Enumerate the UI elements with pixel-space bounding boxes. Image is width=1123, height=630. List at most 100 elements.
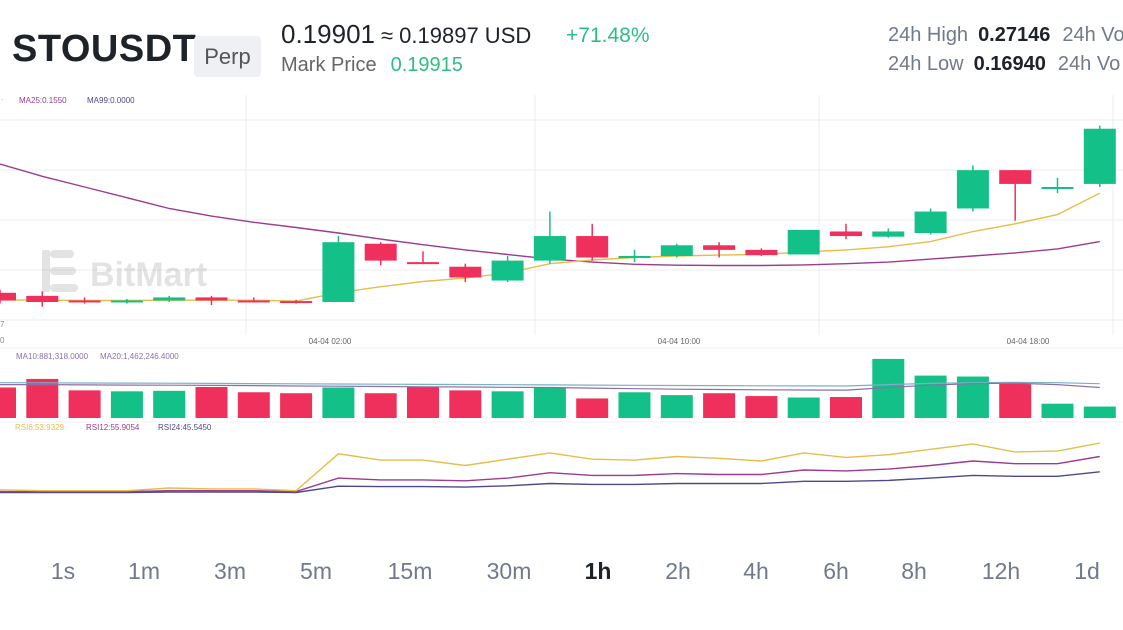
timeframe-selector: 1s 1m 3m 5m 15m 30m 1h 2h 4h 6h 8h 12h 1d (0, 550, 1123, 596)
low-value: 0.16940 (973, 53, 1046, 75)
candle-body-14 (576, 236, 609, 258)
timeframe-2h[interactable]: 2h (665, 558, 691, 584)
volume-bar-8 (322, 387, 355, 418)
volume-bar-24 (999, 383, 1032, 418)
mark-price-value: 0.19915 (390, 54, 463, 76)
timeframe-1d[interactable]: 1d (1074, 558, 1100, 584)
candle-body-7 (280, 301, 313, 304)
volume-bar-0 (0, 387, 16, 418)
vol-ma10-legend: MA10:881,318.0000 (16, 352, 89, 361)
volume-bar-19 (787, 397, 820, 418)
volume-bar-25 (1041, 403, 1074, 418)
volume-bar-3 (110, 391, 143, 418)
high-value: 0.27146 (978, 24, 1051, 46)
candle-body-6 (237, 300, 270, 303)
volume-bar-5 (195, 387, 228, 418)
timeframe-6h[interactable]: 6h (823, 558, 849, 584)
ma7-legend-stub: - (1, 95, 4, 104)
volume-bar-17 (703, 393, 736, 418)
candle-body-9 (364, 243, 397, 261)
candle-body-15 (618, 256, 651, 258)
ma25-legend: MA25:0.1550 (19, 96, 67, 105)
volume-bar-10 (407, 387, 439, 418)
timeframe-12h[interactable]: 12h (981, 558, 1021, 584)
ma99-legend: MA99:0.0000 (87, 96, 135, 105)
candle-body-19 (787, 229, 820, 255)
volume-bar-7 (280, 393, 313, 418)
candle-body-13 (533, 236, 566, 261)
high-24h: 24h High 0.27146 24h Vo (888, 24, 1123, 47)
timeframe-8h[interactable]: 8h (901, 558, 927, 584)
rsi24-legend: RSI24:45.5450 (158, 423, 212, 432)
contract-type-badge[interactable]: Perp (194, 36, 261, 77)
timeframe-1m[interactable]: 1m (128, 558, 160, 584)
timeframe-15m[interactable]: 15m (387, 558, 433, 584)
volume-bar-18 (745, 396, 778, 418)
kline-chart[interactable]: BitMart - MA25:0.1550 MA99:0.0000 7 0 04… (0, 95, 1123, 515)
time-label-1: 04-04 10:00 (658, 337, 701, 346)
last-price: 0.19901 ≈ 0.19897 USD (281, 19, 531, 50)
volume-ma-lines (0, 381, 1100, 391)
volume-bar-1 (26, 378, 59, 418)
candle-body-23 (956, 170, 989, 209)
candle-body-5 (195, 297, 228, 301)
usd-price: ≈ 0.19897 USD (380, 23, 532, 48)
candle-body-25 (1041, 187, 1074, 189)
bitmart-logo-icon (42, 250, 78, 292)
candle-body-20 (830, 231, 862, 237)
rsi12-line (0, 455, 1100, 493)
candle-body-16 (660, 245, 693, 256)
candle-body-18 (745, 249, 778, 256)
rsi6-line (0, 442, 1100, 492)
volume-bar-20 (830, 397, 862, 418)
volume-bar-16 (660, 395, 693, 418)
volume-bar-6 (237, 392, 270, 418)
volume-bar-9 (364, 393, 397, 418)
candle-body-12 (491, 260, 524, 281)
candle-body-11 (449, 266, 482, 278)
low-24h: 24h Low 0.16940 24h Vo (888, 53, 1120, 76)
y-edge-label-top: 7 (0, 320, 5, 329)
candle-body-1 (26, 295, 59, 302)
volume-bar-4 (153, 390, 186, 418)
symbol-title: STOUSDT (12, 28, 197, 70)
candle-body-26 (1083, 128, 1116, 184)
candle-body-22 (914, 211, 947, 233)
volume-bars (0, 358, 1116, 418)
volume-bar-12 (491, 391, 524, 418)
vol-ma20-legend: MA20:1,462,246.4000 (100, 352, 179, 361)
candle-body-8 (322, 242, 355, 302)
mark-price: Mark Price 0.19915 (281, 54, 463, 77)
change-percent: +71.48% (566, 24, 650, 47)
rsi-lines (0, 442, 1100, 494)
ticker-header: STOUSDT Perp 0.19901 ≈ 0.19897 USD +71.48… (0, 0, 1123, 95)
timeframe-5m[interactable]: 5m (300, 558, 332, 584)
timeframe-1h[interactable]: 1h (584, 558, 612, 584)
candle-body-21 (872, 231, 905, 237)
volume-label-truncated-2: 24h Vo (1057, 53, 1121, 75)
timeframe-30m[interactable]: 30m (486, 558, 532, 584)
volume-bar-11 (449, 390, 482, 418)
timeframe-3m[interactable]: 3m (214, 558, 246, 584)
kline-chart-svg[interactable]: BitMart - MA25:0.1550 MA99:0.0000 7 0 04… (0, 95, 1123, 515)
volume-bar-26 (1083, 406, 1116, 418)
time-label-2: 04-04 18:00 (1007, 337, 1050, 346)
volume-bar-13 (533, 387, 566, 418)
candle-body-17 (703, 245, 736, 250)
rsi6-legend: RSI6:53.9329 (15, 423, 64, 432)
rsi12-legend: RSI12:55.9054 (86, 423, 140, 432)
rsi24-line (0, 471, 1100, 494)
candle-body-24 (999, 170, 1032, 184)
vol-ma10-line (0, 382, 1100, 391)
bitmart-watermark: BitMart (42, 250, 207, 294)
chart-grid (0, 95, 1123, 423)
candle-body-4 (153, 297, 186, 301)
timeframe-4h[interactable]: 4h (743, 558, 769, 584)
timeframe-1s[interactable]: 1s (50, 558, 76, 584)
candles (0, 125, 1116, 307)
volume-bar-14 (576, 398, 609, 418)
last-price-value: 0.19901 (281, 19, 375, 49)
volume-bar-22 (914, 375, 947, 418)
candle-body-0 (0, 292, 16, 301)
low-label: 24h Low (888, 53, 964, 75)
